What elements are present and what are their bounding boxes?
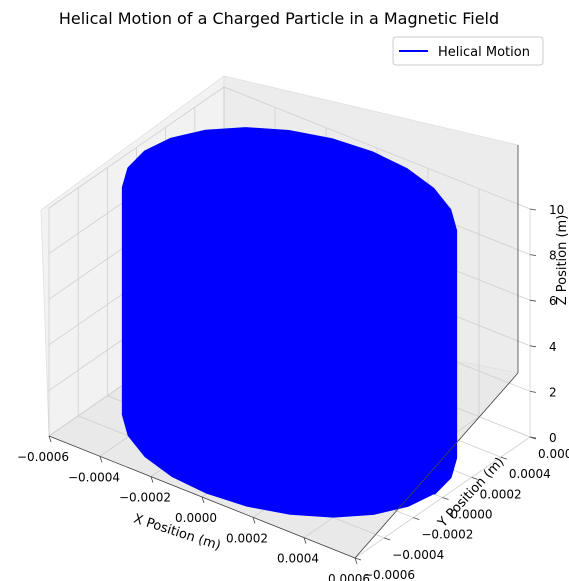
z-axis-label: Z Position (m) (555, 215, 569, 306)
plot-3d-axes: −0.0006 −0.0004 −0.0002 0.0000 0.0002 0.0004 0… (17, 75, 569, 581)
x-tick-label: 0.0000 (175, 511, 217, 525)
y-tick-label: 0.0002 (480, 487, 522, 501)
y-tick-label: 0.0000 (451, 508, 493, 522)
y-tick-label: −0.0004 (392, 548, 444, 562)
y-tick-mark (471, 476, 478, 480)
z-tick-mark (529, 254, 537, 256)
z-tick-label: 8 (549, 249, 557, 263)
z-tick-label: 0 (549, 431, 557, 445)
y-tick-label: −0.0002 (421, 528, 473, 542)
z-tick-mark (529, 391, 537, 393)
legend-box (392, 36, 544, 66)
x-tick-mark (48, 435, 52, 443)
y-tick-label: 0.0006 (538, 447, 569, 461)
grid-line (48, 86, 531, 210)
x-tick-label: −0.0006 (17, 450, 69, 464)
x-tick-label: −0.0002 (119, 491, 171, 505)
z-tick-mark (529, 345, 537, 348)
x-tick-label: 0.0004 (277, 552, 319, 566)
x-tick-label: −0.0004 (68, 470, 120, 484)
z-ticks: 0 2 4 6 8 10 (529, 203, 564, 445)
y-tick-mark (500, 456, 507, 460)
chart-title: Helical Motion of a Charged Particle in … (59, 9, 499, 28)
helix-line (121, 127, 458, 518)
y-tick-mark (413, 517, 420, 521)
y-tick-label: −0.0006 (363, 568, 415, 581)
x-tick-mark (354, 557, 358, 565)
z-tick-label: 10 (549, 203, 564, 217)
z-tick-mark (529, 436, 537, 439)
x-ticks: −0.0006 −0.0004 −0.0002 0.0000 0.0002 0.0004 0… (17, 435, 370, 581)
y-tick-mark (442, 497, 449, 500)
legend: Helical Motion (392, 36, 544, 66)
x-tick-mark (303, 537, 307, 544)
legend-label: Helical Motion (438, 45, 530, 60)
z-tick-mark (529, 299, 537, 302)
y-tick-mark (354, 557, 362, 561)
x-tick-label: 0.0002 (226, 531, 268, 545)
z-tick-mark (529, 208, 537, 211)
x-tick-mark (99, 456, 103, 463)
y-tick-mark (384, 537, 391, 541)
z-tick-label: 4 (549, 340, 557, 354)
z-tick-label: 6 (549, 294, 557, 308)
x-tick-mark (150, 476, 154, 483)
z-tick-label: 2 (549, 385, 557, 399)
x-tick-mark (201, 496, 205, 504)
helix-trajectory (121, 127, 458, 518)
x-tick-mark (252, 517, 256, 524)
y-ticks: −0.0006 −0.0004 −0.0002 0.0000 0.0002 0.0004 0… (354, 436, 569, 581)
x-tick-label: 0.0006 (328, 572, 370, 581)
y-tick-label: 0.0004 (509, 467, 551, 481)
